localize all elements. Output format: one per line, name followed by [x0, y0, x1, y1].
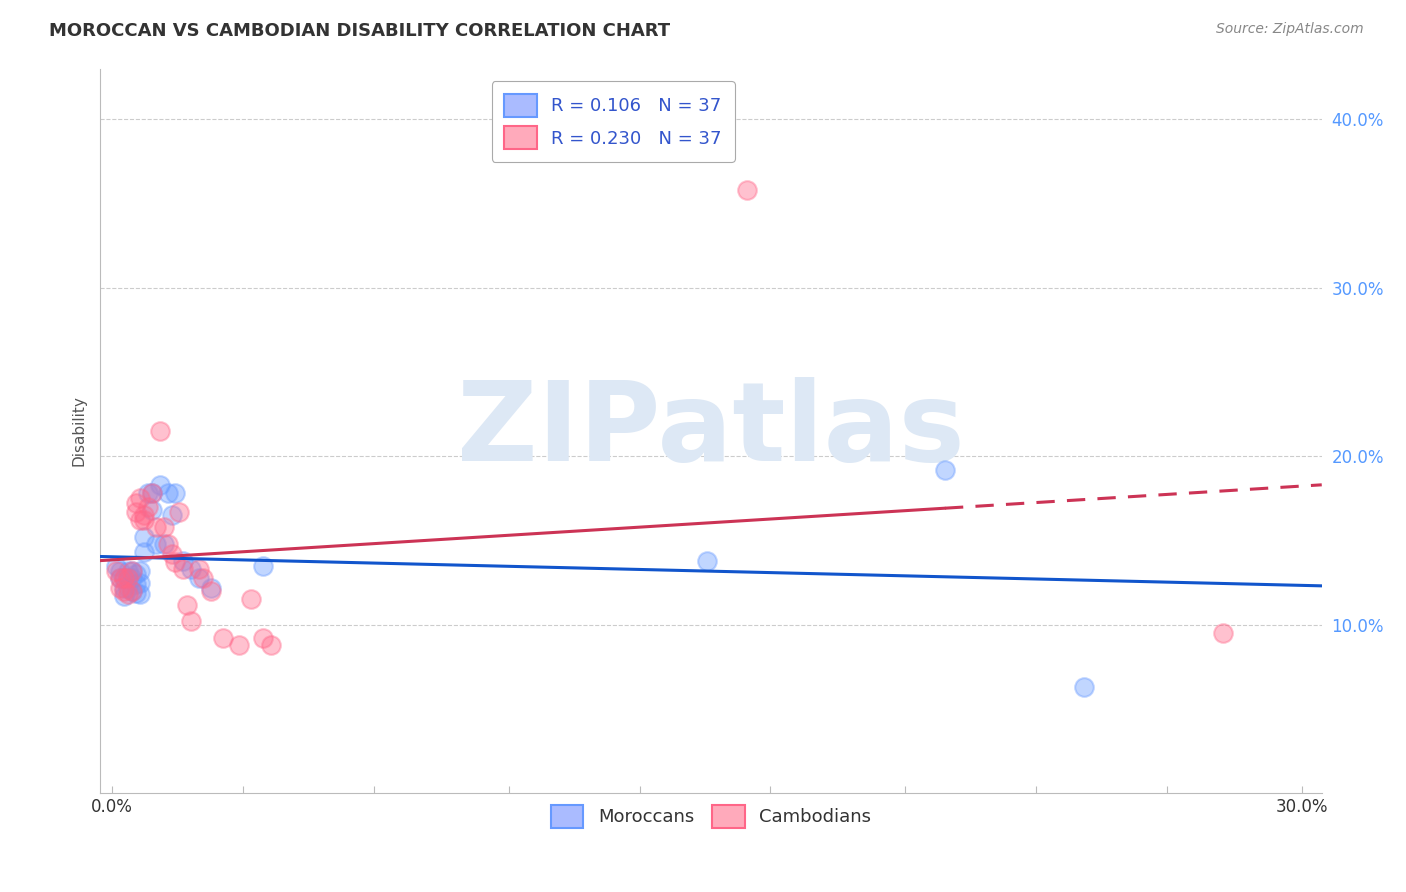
Text: ZIPatlas: ZIPatlas — [457, 377, 965, 484]
Point — [934, 463, 956, 477]
Point — [117, 564, 139, 578]
Point — [156, 486, 179, 500]
Point — [193, 571, 215, 585]
Point — [141, 486, 163, 500]
Point — [1212, 626, 1234, 640]
Point — [152, 537, 174, 551]
Point — [141, 486, 163, 500]
Point — [104, 558, 127, 573]
Point — [1073, 680, 1095, 694]
Point — [735, 183, 758, 197]
Y-axis label: Disability: Disability — [72, 395, 86, 467]
Point — [112, 584, 135, 599]
Point — [117, 571, 139, 585]
Point — [108, 581, 131, 595]
Point — [188, 571, 211, 585]
Point — [176, 598, 198, 612]
Point — [121, 584, 143, 599]
Point — [165, 556, 187, 570]
Point — [149, 424, 172, 438]
Point — [141, 503, 163, 517]
Point — [117, 581, 139, 595]
Point — [160, 547, 183, 561]
Point — [156, 537, 179, 551]
Point — [145, 520, 167, 534]
Point — [112, 589, 135, 603]
Point — [112, 571, 135, 585]
Point — [136, 500, 159, 514]
Point — [165, 486, 187, 500]
Point — [252, 558, 274, 573]
Point — [149, 478, 172, 492]
Point — [260, 638, 283, 652]
Point — [121, 571, 143, 585]
Point — [125, 567, 148, 582]
Point — [128, 575, 150, 590]
Point — [145, 537, 167, 551]
Point — [128, 564, 150, 578]
Point — [108, 571, 131, 585]
Point — [117, 587, 139, 601]
Point — [121, 564, 143, 578]
Text: MOROCCAN VS CAMBODIAN DISABILITY CORRELATION CHART: MOROCCAN VS CAMBODIAN DISABILITY CORRELA… — [49, 22, 671, 40]
Point — [180, 562, 202, 576]
Point — [125, 505, 148, 519]
Point — [128, 587, 150, 601]
Point — [132, 530, 155, 544]
Point — [696, 554, 718, 568]
Point — [117, 571, 139, 585]
Point — [121, 584, 143, 599]
Point — [132, 513, 155, 527]
Point — [152, 520, 174, 534]
Point — [125, 586, 148, 600]
Point — [188, 562, 211, 576]
Point — [239, 592, 262, 607]
Point — [108, 564, 131, 578]
Point — [252, 632, 274, 646]
Point — [136, 486, 159, 500]
Point — [121, 564, 143, 578]
Point — [132, 545, 155, 559]
Point — [228, 638, 250, 652]
Legend: Moroccans, Cambodians: Moroccans, Cambodians — [544, 797, 879, 835]
Point — [104, 564, 127, 578]
Point — [108, 571, 131, 585]
Point — [112, 571, 135, 585]
Point — [169, 505, 191, 519]
Point — [212, 632, 235, 646]
Point — [132, 508, 155, 523]
Point — [200, 584, 222, 599]
Point — [172, 554, 194, 568]
Point — [180, 615, 202, 629]
Point — [125, 577, 148, 591]
Point — [160, 508, 183, 523]
Point — [172, 562, 194, 576]
Point — [128, 491, 150, 506]
Point — [112, 581, 135, 595]
Point — [128, 513, 150, 527]
Text: Source: ZipAtlas.com: Source: ZipAtlas.com — [1216, 22, 1364, 37]
Point — [125, 496, 148, 510]
Point — [200, 581, 222, 595]
